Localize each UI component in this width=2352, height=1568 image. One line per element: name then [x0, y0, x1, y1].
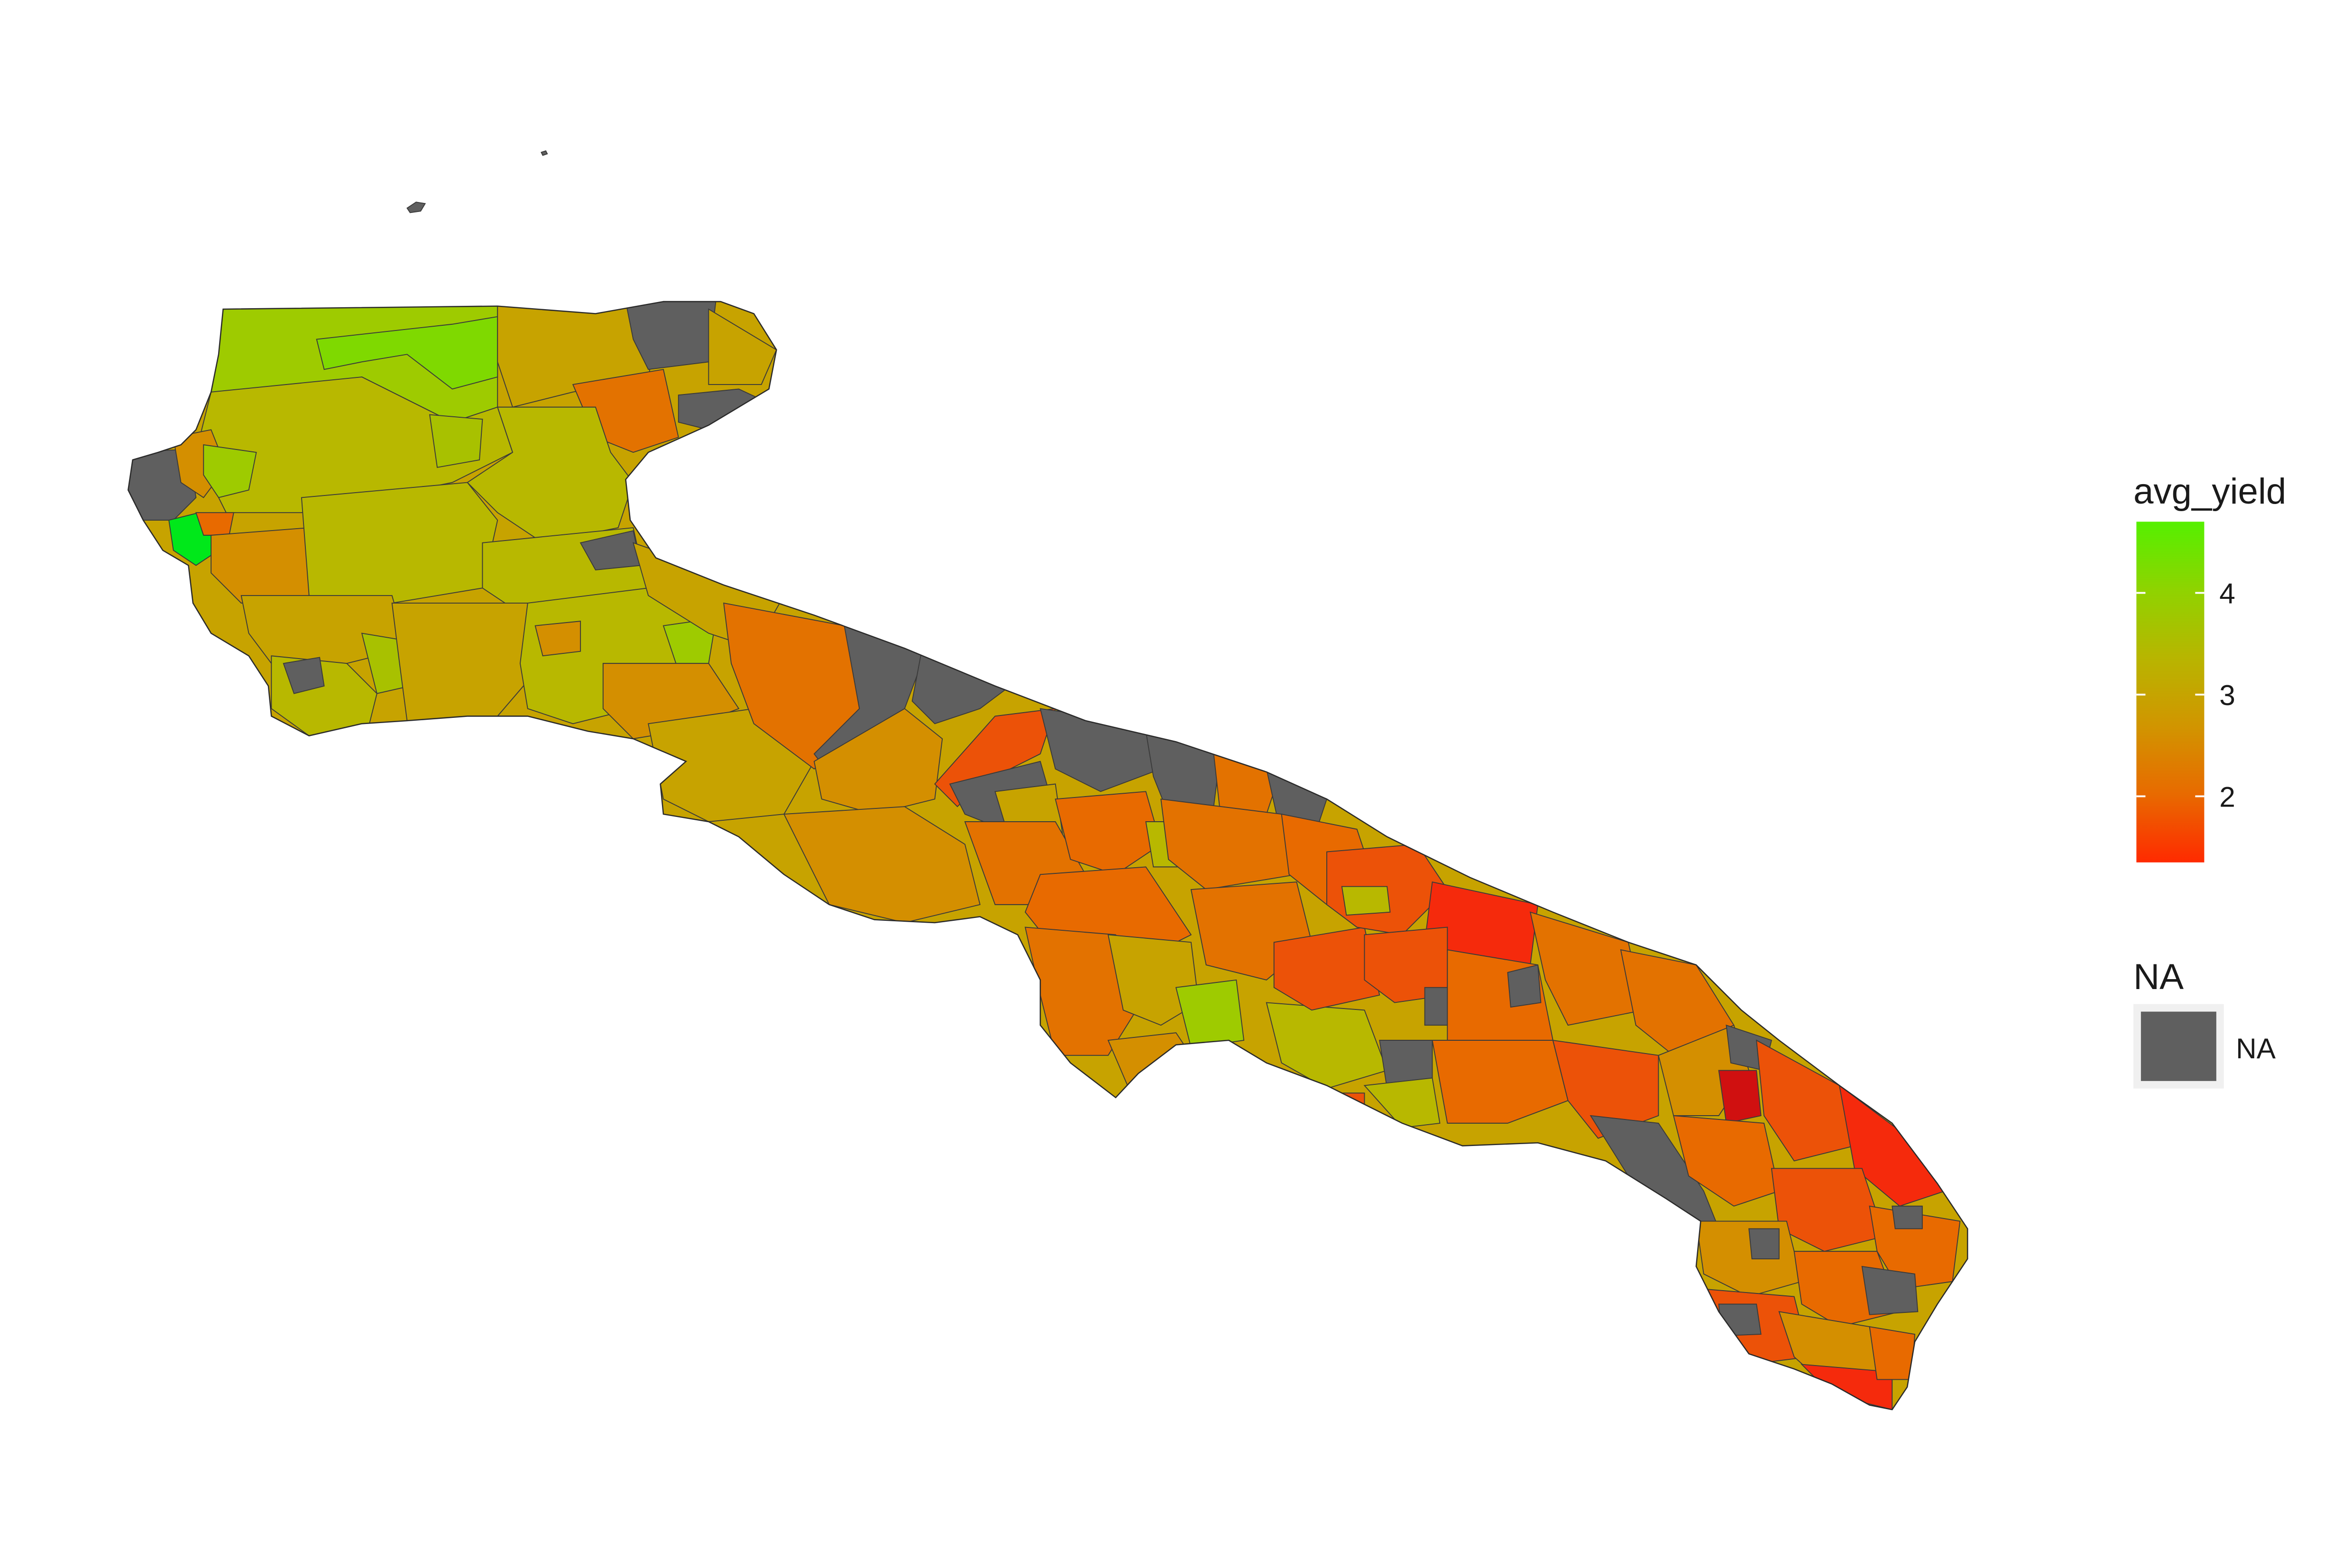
municipality [1107, 934, 1199, 1026]
municipality [1363, 1077, 1441, 1128]
municipality [1771, 1168, 1885, 1252]
municipality [1160, 798, 1297, 890]
municipality [1507, 964, 1542, 1008]
municipality [1055, 791, 1162, 875]
municipality [1718, 1070, 1762, 1124]
legend-title: avg_yield [2133, 471, 2286, 512]
legend-ticks: 2 3 4 [2136, 578, 2235, 813]
island-pianosa [541, 150, 548, 156]
municipality [1341, 886, 1391, 916]
legend-tick-label: 4 [2219, 578, 2235, 610]
municipality [625, 302, 717, 370]
municipality [534, 621, 581, 657]
municipality [1869, 1205, 1961, 1290]
municipality [1273, 926, 1380, 1011]
legend-colorbar [2136, 522, 2205, 862]
municipality [429, 414, 483, 468]
municipality [1364, 926, 1448, 1003]
municipality [283, 657, 325, 694]
municipality [1838, 1084, 1946, 1207]
na-legend-title: NA [2133, 957, 2184, 997]
region-outline [127, 301, 1968, 1411]
municipality [1892, 1205, 1923, 1229]
na-legend-label: NA [2236, 1032, 2276, 1064]
municipality [168, 512, 220, 566]
legend-tick-label: 2 [2219, 781, 2235, 813]
municipality [1672, 1115, 1780, 1207]
municipality [1529, 911, 1644, 1026]
municipality [1748, 1228, 1780, 1259]
legend-tick-label: 3 [2219, 679, 2235, 711]
na-legend-swatch [2141, 1011, 2216, 1081]
municipality [1755, 1039, 1855, 1162]
island-tremiti [406, 202, 426, 213]
municipality [708, 308, 777, 385]
municipality [203, 444, 257, 498]
legend: avg_yield 2 3 4 NA NA [2133, 471, 2286, 1089]
municipality [1861, 1265, 1919, 1315]
municipality [301, 482, 498, 604]
municipality [316, 316, 498, 390]
municipality [1175, 979, 1245, 1048]
municipality [1869, 1326, 1915, 1380]
municipality [1266, 1002, 1388, 1089]
municipality [1432, 1040, 1569, 1124]
municipality [813, 708, 943, 815]
